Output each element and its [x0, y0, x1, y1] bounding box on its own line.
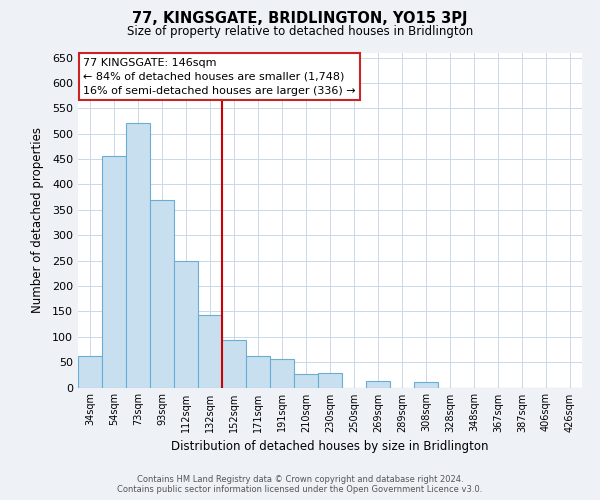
Text: 77, KINGSGATE, BRIDLINGTON, YO15 3PJ: 77, KINGSGATE, BRIDLINGTON, YO15 3PJ	[132, 12, 468, 26]
Bar	[198, 315, 222, 388]
X-axis label: Distribution of detached houses by size in Bridlington: Distribution of detached houses by size …	[171, 440, 489, 453]
Bar	[318, 374, 342, 388]
Bar	[414, 382, 438, 388]
Bar	[174, 261, 198, 388]
Bar	[78, 356, 102, 388]
Text: Size of property relative to detached houses in Bridlington: Size of property relative to detached ho…	[127, 25, 473, 38]
Bar	[102, 156, 126, 388]
Bar	[126, 123, 150, 388]
Bar	[150, 200, 174, 388]
Bar	[246, 356, 270, 388]
Text: 77 KINGSGATE: 146sqm
← 84% of detached houses are smaller (1,748)
16% of semi-de: 77 KINGSGATE: 146sqm ← 84% of detached h…	[83, 58, 356, 96]
Bar	[294, 374, 318, 388]
Y-axis label: Number of detached properties: Number of detached properties	[31, 127, 44, 313]
Text: Contains HM Land Registry data © Crown copyright and database right 2024.
Contai: Contains HM Land Registry data © Crown c…	[118, 474, 482, 494]
Bar	[366, 381, 390, 388]
Bar	[270, 358, 294, 388]
Bar	[222, 340, 246, 388]
